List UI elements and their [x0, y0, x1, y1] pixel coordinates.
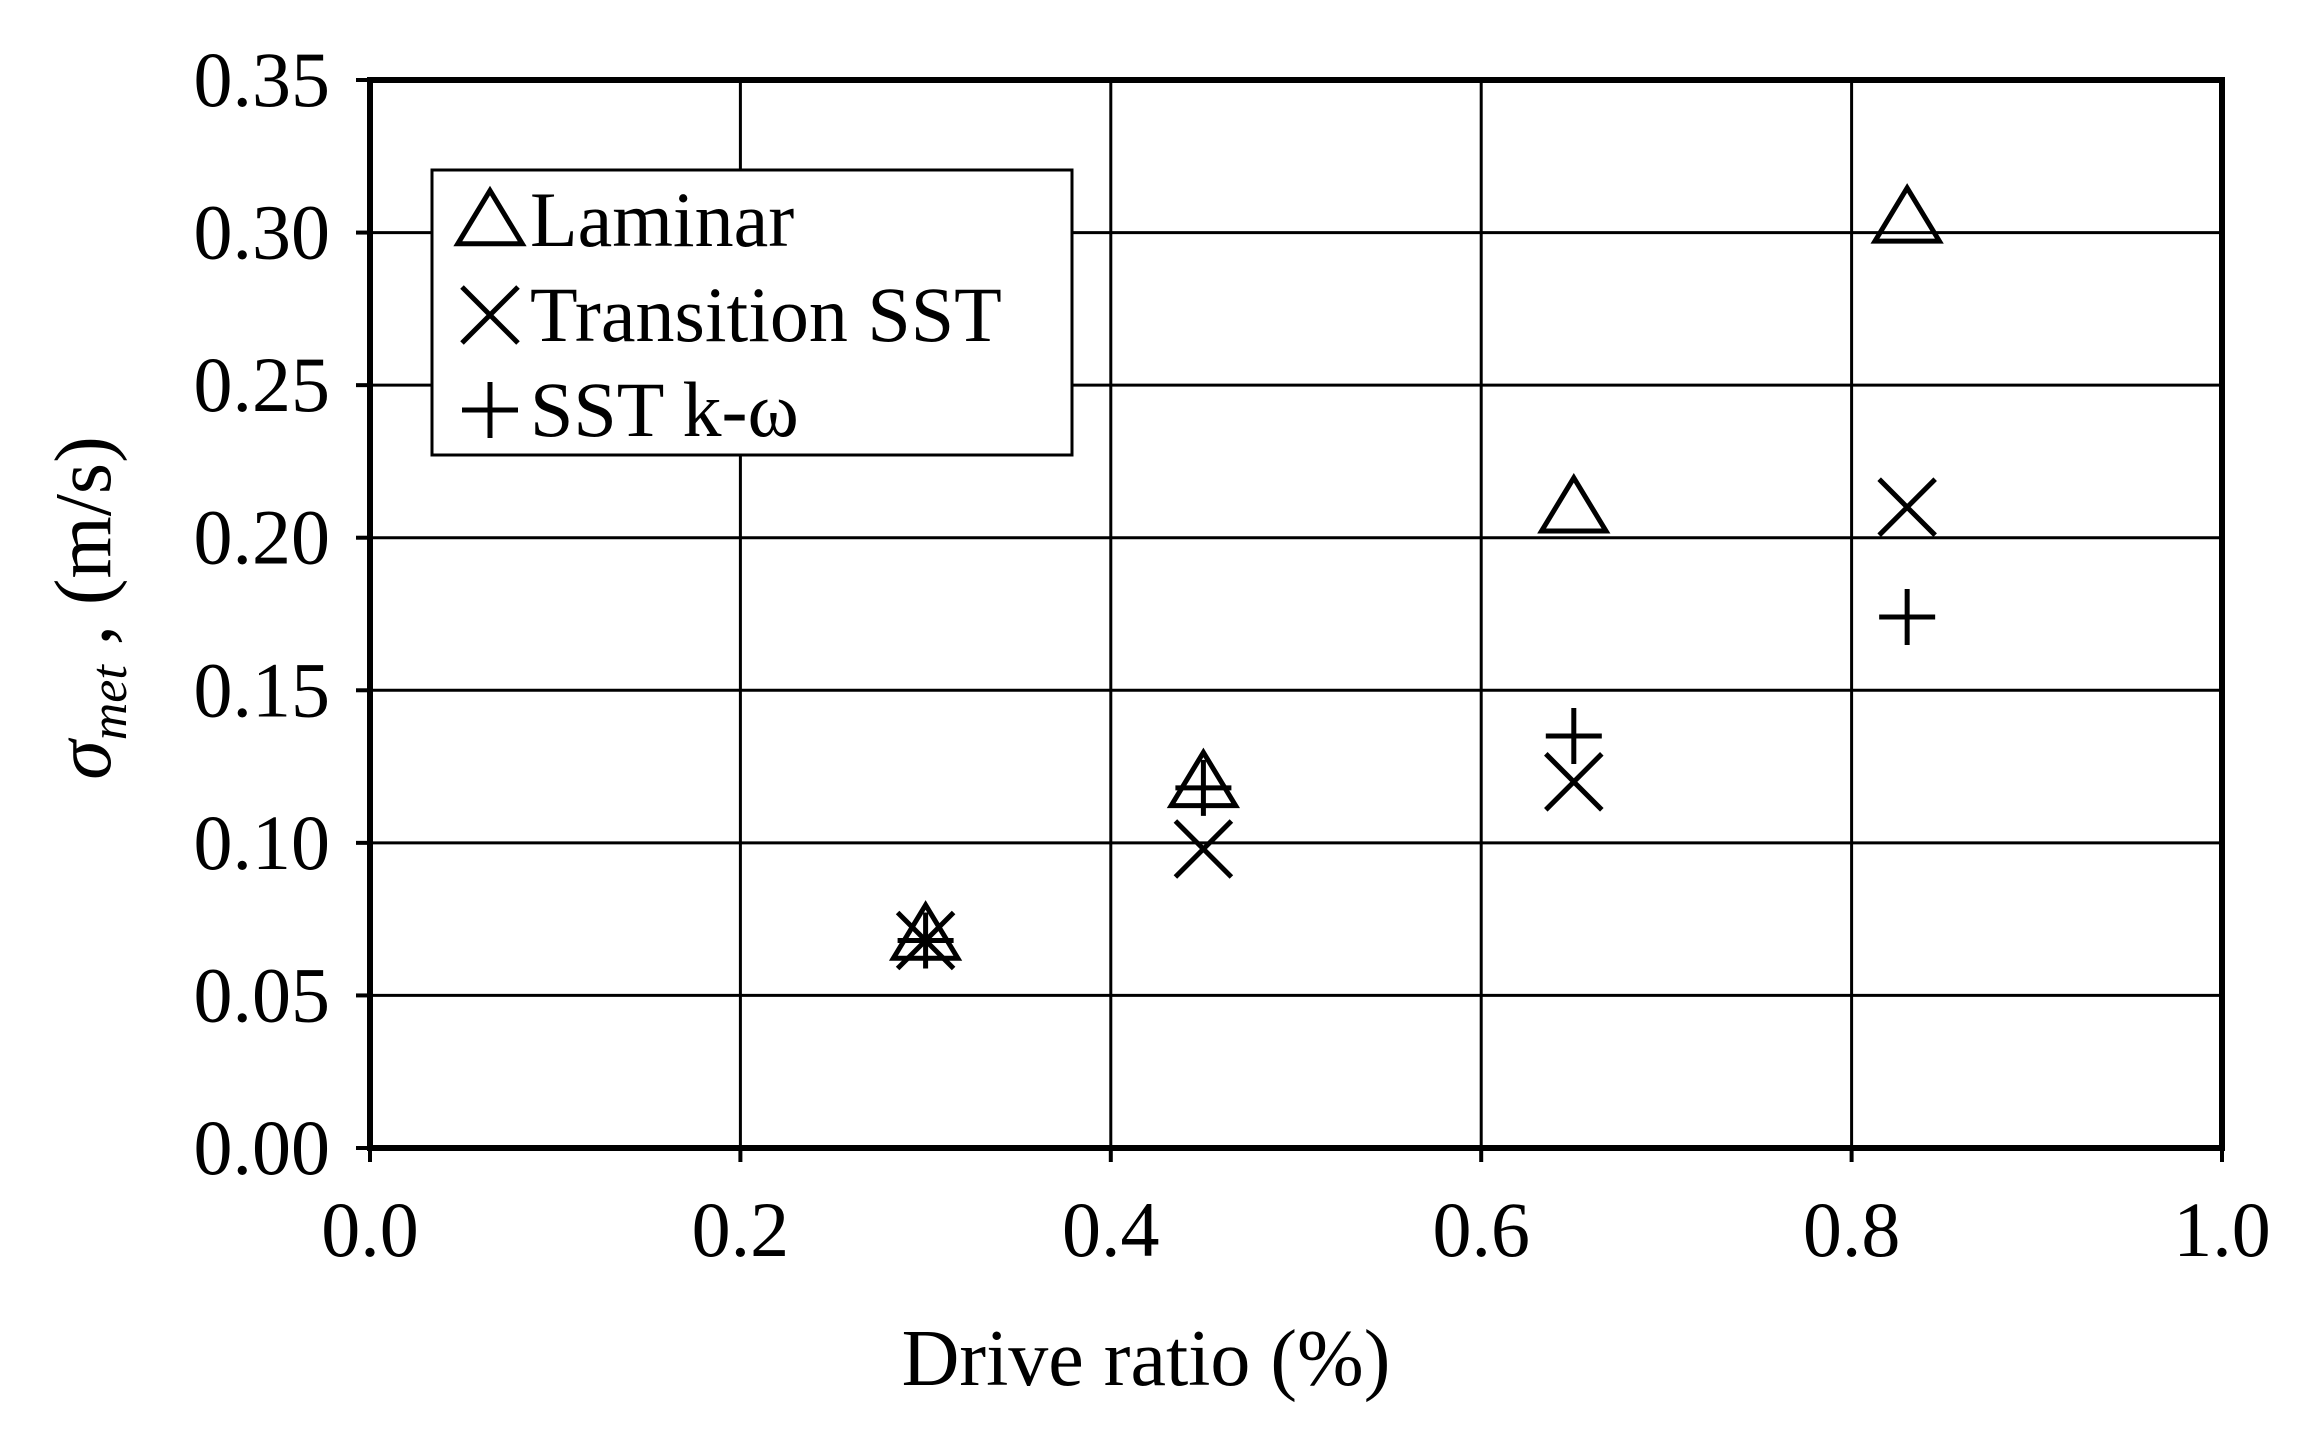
- data-point-plus: [1879, 589, 1936, 646]
- y-tick-label: 0.35: [194, 36, 331, 123]
- legend-marker-x: [460, 285, 520, 345]
- x-tick-label: 1.0: [2173, 1186, 2271, 1273]
- y-tick-label: 0.30: [194, 189, 331, 276]
- data-point-x: [1877, 477, 1937, 537]
- x-tick-label: 0.8: [1803, 1186, 1901, 1273]
- y-tick-label: 0.05: [194, 951, 331, 1038]
- axes: [356, 77, 2225, 1162]
- data-point-plus: [1545, 708, 1602, 765]
- legend-box: [430, 168, 1074, 457]
- x-axis-title: Drive ratio (%): [902, 1315, 1391, 1403]
- x-tick-label: 0.0: [321, 1186, 419, 1273]
- grid-lines: [370, 80, 2222, 1148]
- y-tick-label: 0.25: [194, 341, 331, 428]
- y-tick-label: 0.15: [194, 646, 331, 733]
- legend-marker-triangle: [453, 185, 527, 247]
- data-point-x: [1173, 819, 1234, 879]
- data-point-x: [1544, 752, 1604, 812]
- y-axis-symbol: σ: [40, 738, 128, 780]
- y-tick-label: 0.20: [194, 494, 331, 581]
- x-tick-label: 0.2: [692, 1186, 790, 1273]
- data-point-plus: [1175, 759, 1232, 816]
- x-tick-label: 0.4: [1062, 1186, 1160, 1273]
- legend-marker-plus: [462, 382, 518, 438]
- plot-frame: [367, 77, 2225, 1151]
- data-point-triangle: [1537, 472, 1611, 534]
- x-tick-label: 0.6: [1432, 1186, 1530, 1273]
- y-tick-label: 0.00: [194, 1104, 331, 1191]
- data-point-triangle: [1870, 183, 1944, 244]
- data-point-plus: [897, 912, 954, 969]
- data-points: [888, 183, 1944, 971]
- y-axis-unit: , (m/s): [40, 436, 128, 665]
- tick-labels: 0.0 0.2 0.4 0.6 0.8 1.0 0.00 0.05 0.10 0.15 0.20 0.…: [194, 36, 2271, 1273]
- y-axis-title: σmet , (m/s): [40, 436, 138, 779]
- legend-label: Transition SST: [530, 271, 1002, 358]
- y-tick-label: 0.10: [194, 799, 331, 886]
- legend-label: Laminar: [530, 176, 794, 263]
- legend-label: SST k-ω: [530, 366, 799, 453]
- y-axis-subscript: met: [81, 664, 138, 741]
